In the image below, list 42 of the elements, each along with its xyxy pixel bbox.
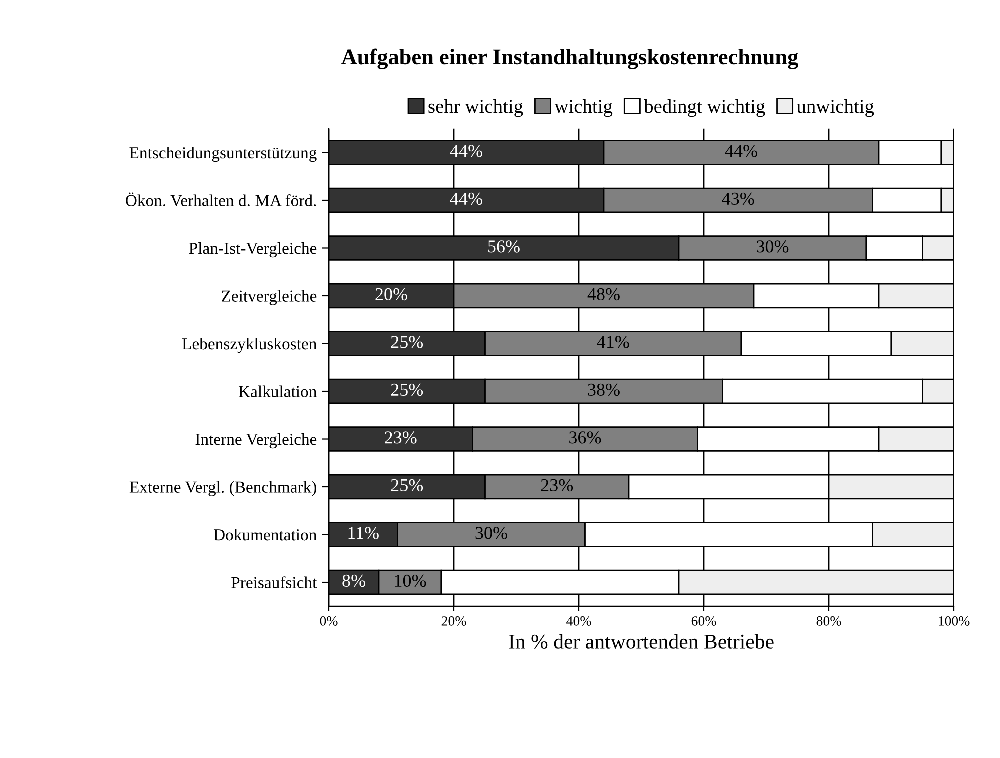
y-tick-label: Preisaufsicht: [232, 576, 318, 588]
data-label: 38%: [588, 384, 620, 396]
y-tick-label: Entscheidungsunterstützung: [130, 146, 317, 162]
data-label: 41%: [597, 336, 630, 348]
x-tick-label: 80%: [816, 616, 842, 626]
y-tick-label: Externe Vergl. (Benchmark): [130, 481, 316, 496]
x-tick-label: 40%: [566, 616, 592, 626]
data-label: 20%: [376, 288, 408, 301]
data-label: 30%: [757, 240, 789, 253]
y-tick-label: Dokumentation: [214, 528, 317, 541]
data-label: 48%: [588, 288, 620, 301]
data-label: 44%: [725, 145, 758, 158]
legend-label: wichtig: [554, 100, 613, 118]
x-tick-label: 20%: [442, 616, 466, 626]
data-label: 25%: [391, 336, 424, 348]
data-label: 56%: [488, 240, 520, 253]
x-tick-label: 100%: [939, 616, 970, 626]
y-tick-label: Plan-Ist-Vergleiche: [189, 242, 317, 258]
data-label: 23%: [541, 479, 574, 492]
legend-label: unwichtig: [796, 100, 874, 118]
y-tick-label: Kalkulation: [238, 386, 317, 398]
data-label: 23%: [385, 432, 417, 444]
data-label: 44%: [450, 192, 482, 206]
data-label: 25%: [391, 479, 424, 492]
data-label: 30%: [476, 527, 508, 540]
x-tick-label: 0%: [320, 616, 338, 626]
y-tick-label: Zeitvergleiche: [222, 290, 317, 306]
y-tick-label: Lebenszykluskosten: [182, 338, 317, 354]
legend-label: sehr wichtig: [428, 100, 524, 118]
data-label: 44%: [450, 145, 482, 158]
x-axis-title: In % der antwortenden Betriebe: [509, 634, 774, 650]
y-tick-label: Interne Vergleiche: [196, 433, 317, 449]
data-label: 36%: [570, 432, 602, 444]
data-label: 10%: [395, 574, 426, 588]
legend-label: bedingt wichtig: [644, 100, 766, 118]
x-tick-label: 60%: [692, 616, 716, 626]
data-label: 11%: [348, 527, 379, 540]
data-label: 25%: [391, 384, 424, 396]
data-label: 43%: [722, 192, 754, 206]
chart-title: Aufgaben einer Instandhaltungskostenrechnung: [342, 48, 798, 70]
y-tick-label: Ökon. Verhalten d. MA förd.: [126, 192, 316, 207]
data-label: 8%: [342, 574, 366, 588]
